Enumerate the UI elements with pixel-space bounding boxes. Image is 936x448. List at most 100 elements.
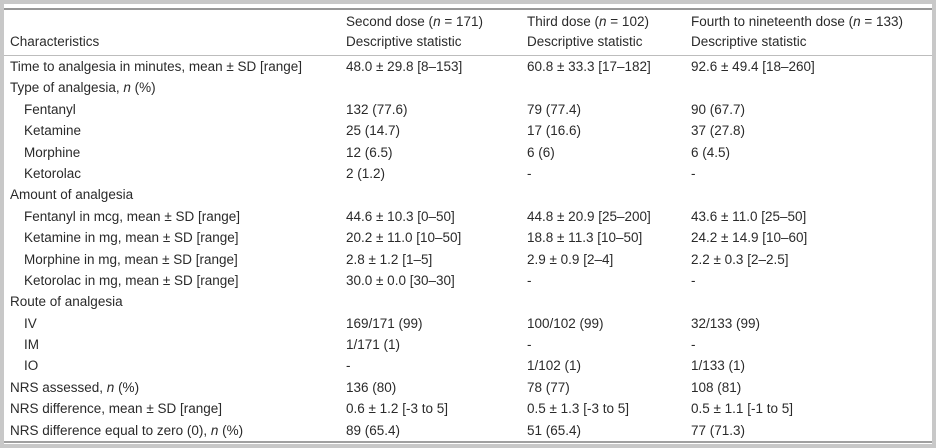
cell-third-dose: 17 (16.6) [527, 123, 582, 139]
row-label-text: Type of analgesia, [10, 80, 124, 96]
row-label-text: Fentanyl [24, 101, 76, 117]
row-label: Type of analgesia, n (%) [4, 77, 346, 98]
cell-second-dose: 89 (65.4) [346, 422, 401, 438]
cell-fourth-dose: 0.5 ± 1.1 [-1 to 5] [691, 401, 793, 417]
row-label-text: Morphine [24, 144, 81, 160]
cell-second-dose [346, 184, 527, 205]
cell-second-dose: 1/171 (1) [346, 337, 401, 353]
cell-third-dose: 51 (65.4) [527, 422, 582, 438]
table-row: Ketamine in mg, mean ± SD [range] 20.2 ±… [4, 227, 932, 248]
cell-third-dose: 78 (77) [527, 379, 570, 395]
table-body: Time to analgesia in minutes, mean ± SD … [4, 56, 932, 441]
table-row: Route of analgesia [4, 291, 932, 312]
cell-fourth-dose: 92.6 ± 49.4 [18–260] [691, 59, 815, 74]
row-label: Ketamine in mg, mean ± SD [range] [4, 227, 346, 248]
cell-fourth-dose: 6 (4.5) [691, 144, 731, 160]
row-label: NRS difference equal to zero (0), n (%) [4, 420, 346, 441]
cell-second-dose: 12 (6.5) [346, 144, 393, 160]
row-label: Route of analgesia [4, 291, 346, 312]
table-row: Morphine in mg, mean ± SD [range] 2.8 ± … [4, 249, 932, 270]
row-label-text: Ketamine in mg, mean ± SD [range] [24, 230, 239, 246]
row-label: IO [4, 355, 346, 376]
cell-third-dose: 79 (77.4) [527, 101, 582, 117]
row-label: Time to analgesia in minutes, mean ± SD … [4, 56, 346, 77]
cell-third-dose [527, 77, 691, 98]
row-label: Amount of analgesia [4, 184, 346, 205]
row-label-text: Ketorolac [24, 165, 82, 181]
cell-fourth-dose: 24.2 ± 14.9 [10–60] [691, 230, 808, 246]
table-row: Ketamine 25 (14.7) 17 (16.6) 37 (27.8) [4, 120, 932, 141]
cell-second-dose [346, 77, 527, 98]
row-label: Ketorolac [4, 163, 346, 184]
header-second-dose-cell: Second dose (n = 171) Descriptive statis… [346, 12, 527, 52]
row-label: Ketamine [4, 120, 346, 141]
cell-second-dose: 136 (80) [346, 379, 397, 395]
header-text: = 171) [440, 14, 483, 29]
table-row: IO - 1/102 (1) 1/133 (1) [4, 355, 932, 376]
cell-second-dose: 132 (77.6) [346, 101, 408, 117]
row-label-text: NRS difference equal to zero (0), [10, 422, 211, 438]
row-label-text: Fentanyl in mcg, mean ± SD [range] [24, 208, 241, 224]
cell-fourth-dose: - [691, 165, 696, 181]
cell-second-dose: 169/171 (99) [346, 315, 423, 331]
row-label: Morphine [4, 142, 346, 163]
row-label-text: IM [24, 337, 39, 353]
row-label: Fentanyl in mcg, mean ± SD [range] [4, 206, 346, 227]
row-label-text: Ketamine [24, 123, 82, 139]
table-header-row: Characteristics Second dose (n = 171) De… [4, 10, 932, 55]
row-label-n-italic: n [210, 422, 219, 438]
row-label: NRS difference, mean ± SD [range] [4, 398, 346, 419]
table-bottom-rule [4, 441, 932, 444]
cell-second-dose: - [346, 358, 351, 374]
table-row: Ketorolac 2 (1.2) - - [4, 163, 932, 184]
table-row: NRS difference, mean ± SD [range] 0.6 ± … [4, 398, 932, 419]
header-text: = 133) [860, 14, 904, 29]
table-row: Type of analgesia, n (%) [4, 77, 932, 98]
table-row: Morphine 12 (6.5) 6 (6) 6 (4.5) [4, 142, 932, 163]
cell-second-dose: 2 (1.2) [346, 165, 386, 181]
table-header-rule [4, 55, 932, 56]
cell-fourth-dose: 90 (67.7) [691, 101, 746, 117]
cell-fourth-dose: - [691, 337, 696, 353]
cell-fourth-dose [691, 291, 932, 312]
row-label: Fentanyl [4, 99, 346, 120]
table-row: Ketorolac in mg, mean ± SD [range] 30.0 … [4, 270, 932, 291]
cell-second-dose: 25 (14.7) [346, 123, 401, 139]
row-label-n-italic: n [123, 80, 131, 96]
cell-second-dose: 0.6 ± 1.2 [-3 to 5] [346, 401, 448, 417]
table-row: NRS assessed, n (%) 136 (80) 78 (77) 108… [4, 377, 932, 398]
row-label-text: NRS assessed, [10, 379, 107, 395]
cell-third-dose: - [527, 272, 532, 288]
header-text: = 102) [606, 14, 649, 29]
cell-third-dose [527, 291, 691, 312]
table-row: Fentanyl in mcg, mean ± SD [range] 44.6 … [4, 206, 932, 227]
row-label: IM [4, 334, 346, 355]
row-label-text: (%) [218, 422, 244, 438]
cell-third-dose: 0.5 ± 1.3 [-3 to 5] [527, 401, 629, 417]
table-row: IV 169/171 (99) 100/102 (99) 32/133 (99) [4, 313, 932, 334]
row-label-text: Route of analgesia [10, 294, 123, 310]
cell-third-dose: 18.8 ± 11.3 [10–50] [527, 230, 643, 246]
cell-second-dose: 2.8 ± 1.2 [1–5] [346, 251, 433, 267]
cell-third-dose: 60.8 ± 33.3 [17–182] [527, 59, 651, 74]
header-text: Fourth to nineteenth dose ( [691, 14, 854, 29]
header-n-italic: n [853, 14, 861, 29]
row-label-text: Ketorolac in mg, mean ± SD [range] [24, 272, 239, 288]
header-n-italic: n [433, 14, 441, 29]
cell-fourth-dose: 108 (81) [691, 379, 742, 395]
cell-second-dose: 44.6 ± 10.3 [0–50] [346, 208, 455, 224]
table-row: Fentanyl 132 (77.6) 79 (77.4) 90 (67.7) [4, 99, 932, 120]
cell-third-dose: 100/102 (99) [527, 315, 604, 331]
row-label: Morphine in mg, mean ± SD [range] [4, 249, 346, 270]
cell-third-dose: 2.9 ± 0.9 [2–4] [527, 251, 614, 267]
row-label-text: Amount of analgesia [10, 187, 134, 203]
header-third-dose-title: Third dose (n = 102) [527, 12, 691, 32]
cell-fourth-dose: 43.6 ± 11.0 [25–50] [691, 208, 807, 224]
cell-third-dose: - [527, 337, 532, 353]
header-second-dose-subtitle: Descriptive statistic [346, 34, 462, 49]
cell-fourth-dose: 77 (71.3) [691, 422, 746, 438]
row-label: Ketorolac in mg, mean ± SD [range] [4, 270, 346, 291]
header-second-dose-title: Second dose (n = 171) [346, 12, 527, 32]
cell-fourth-dose: 37 (27.8) [691, 123, 746, 139]
row-label: NRS assessed, n (%) [4, 377, 346, 398]
